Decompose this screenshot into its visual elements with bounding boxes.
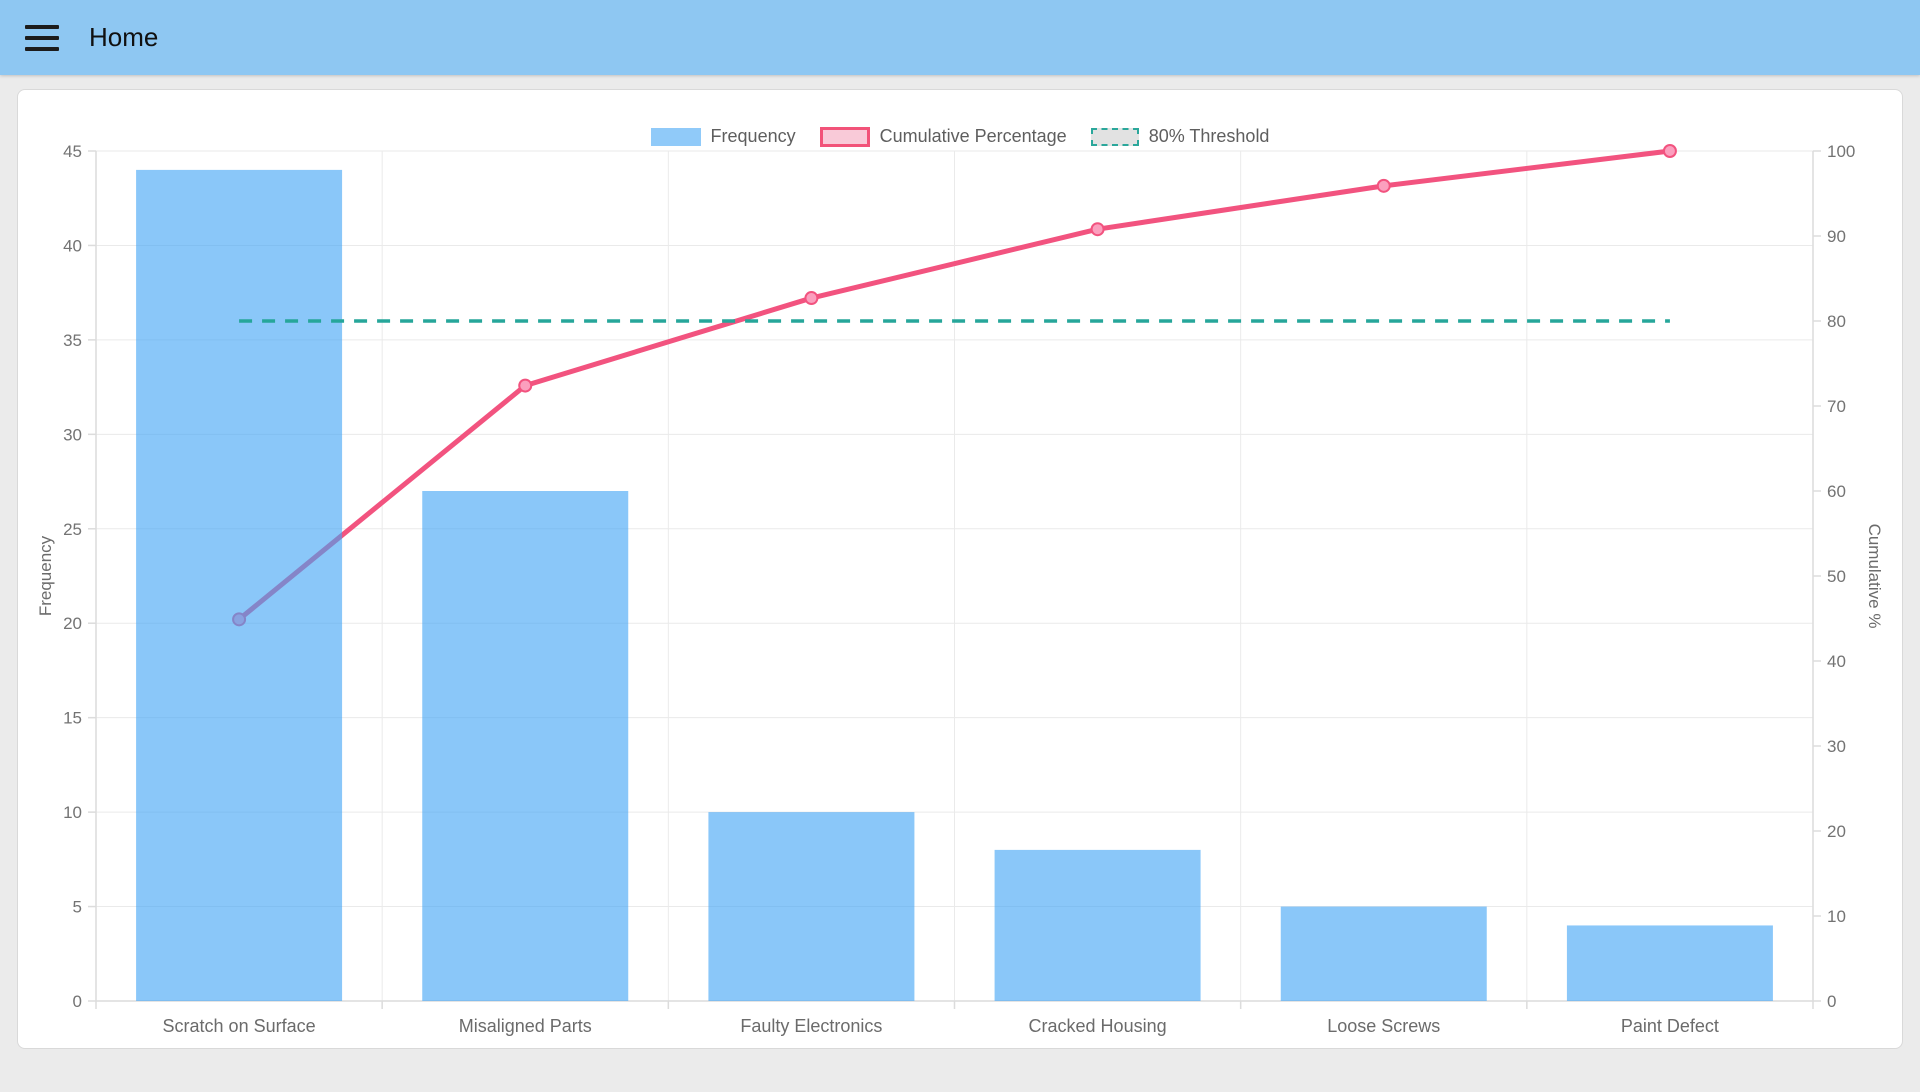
svg-text:70: 70 xyxy=(1827,397,1846,416)
cumulative-swatch-icon xyxy=(819,126,870,147)
svg-text:90: 90 xyxy=(1827,227,1846,246)
svg-text:15: 15 xyxy=(63,709,82,728)
svg-text:40: 40 xyxy=(63,236,82,255)
pareto-chart[interactable]: 0 5 10 15 20 25 30 35 40 45 0 10 20 30 40 50 60 70 80 90 100… xyxy=(18,90,1904,1050)
menu-icon-bar xyxy=(25,35,59,40)
legend-label: Frequency xyxy=(710,126,796,146)
svg-text:35: 35 xyxy=(63,331,82,350)
svg-text:20: 20 xyxy=(1827,822,1846,841)
svg-text:10: 10 xyxy=(63,803,82,822)
svg-text:0: 0 xyxy=(73,992,82,1011)
svg-text:80: 80 xyxy=(1827,312,1846,331)
chart-card: Frequency Cumulative Percentage 80% Thre… xyxy=(17,89,1903,1049)
svg-text:Loose Screws: Loose Screws xyxy=(1327,1016,1440,1036)
legend-label: 80% Threshold xyxy=(1148,126,1270,146)
threshold-swatch-icon xyxy=(1090,127,1139,146)
svg-text:Paint Defect: Paint Defect xyxy=(1621,1016,1719,1036)
legend-label: Cumulative Percentage xyxy=(879,126,1067,146)
legend-item-80-threshold[interactable]: 80% Threshold xyxy=(1090,126,1270,147)
svg-text:10: 10 xyxy=(1827,907,1846,926)
svg-text:40: 40 xyxy=(1827,652,1846,671)
svg-text:Cracked Housing: Cracked Housing xyxy=(1029,1016,1167,1036)
svg-text:50: 50 xyxy=(1827,567,1846,586)
svg-text:0: 0 xyxy=(1827,992,1836,1011)
svg-text:Scratch on Surface: Scratch on Surface xyxy=(163,1016,316,1036)
svg-text:45: 45 xyxy=(63,142,82,161)
svg-text:5: 5 xyxy=(73,898,82,917)
left-axis-title: Frequency xyxy=(36,535,55,617)
menu-icon-bar xyxy=(25,46,59,51)
page-title: Home xyxy=(89,22,159,52)
frequency-swatch-icon xyxy=(650,127,701,146)
right-axis-title: Cumulative % xyxy=(1865,523,1884,629)
app-header: Home xyxy=(0,0,1920,75)
svg-text:20: 20 xyxy=(63,614,82,633)
svg-text:60: 60 xyxy=(1827,482,1846,501)
svg-text:Faulty Electronics: Faulty Electronics xyxy=(740,1016,882,1036)
svg-text:25: 25 xyxy=(63,520,82,539)
menu-icon[interactable] xyxy=(25,24,59,51)
svg-text:30: 30 xyxy=(63,425,82,444)
legend-item-cumulative-percentage[interactable]: Cumulative Percentage xyxy=(819,126,1067,147)
chart-legend: Frequency Cumulative Percentage 80% Thre… xyxy=(18,126,1902,147)
legend-item-frequency[interactable]: Frequency xyxy=(650,126,796,147)
menu-icon-bar xyxy=(25,24,59,29)
svg-text:100: 100 xyxy=(1827,142,1855,161)
svg-text:Misaligned Parts: Misaligned Parts xyxy=(459,1016,592,1036)
svg-text:30: 30 xyxy=(1827,737,1846,756)
